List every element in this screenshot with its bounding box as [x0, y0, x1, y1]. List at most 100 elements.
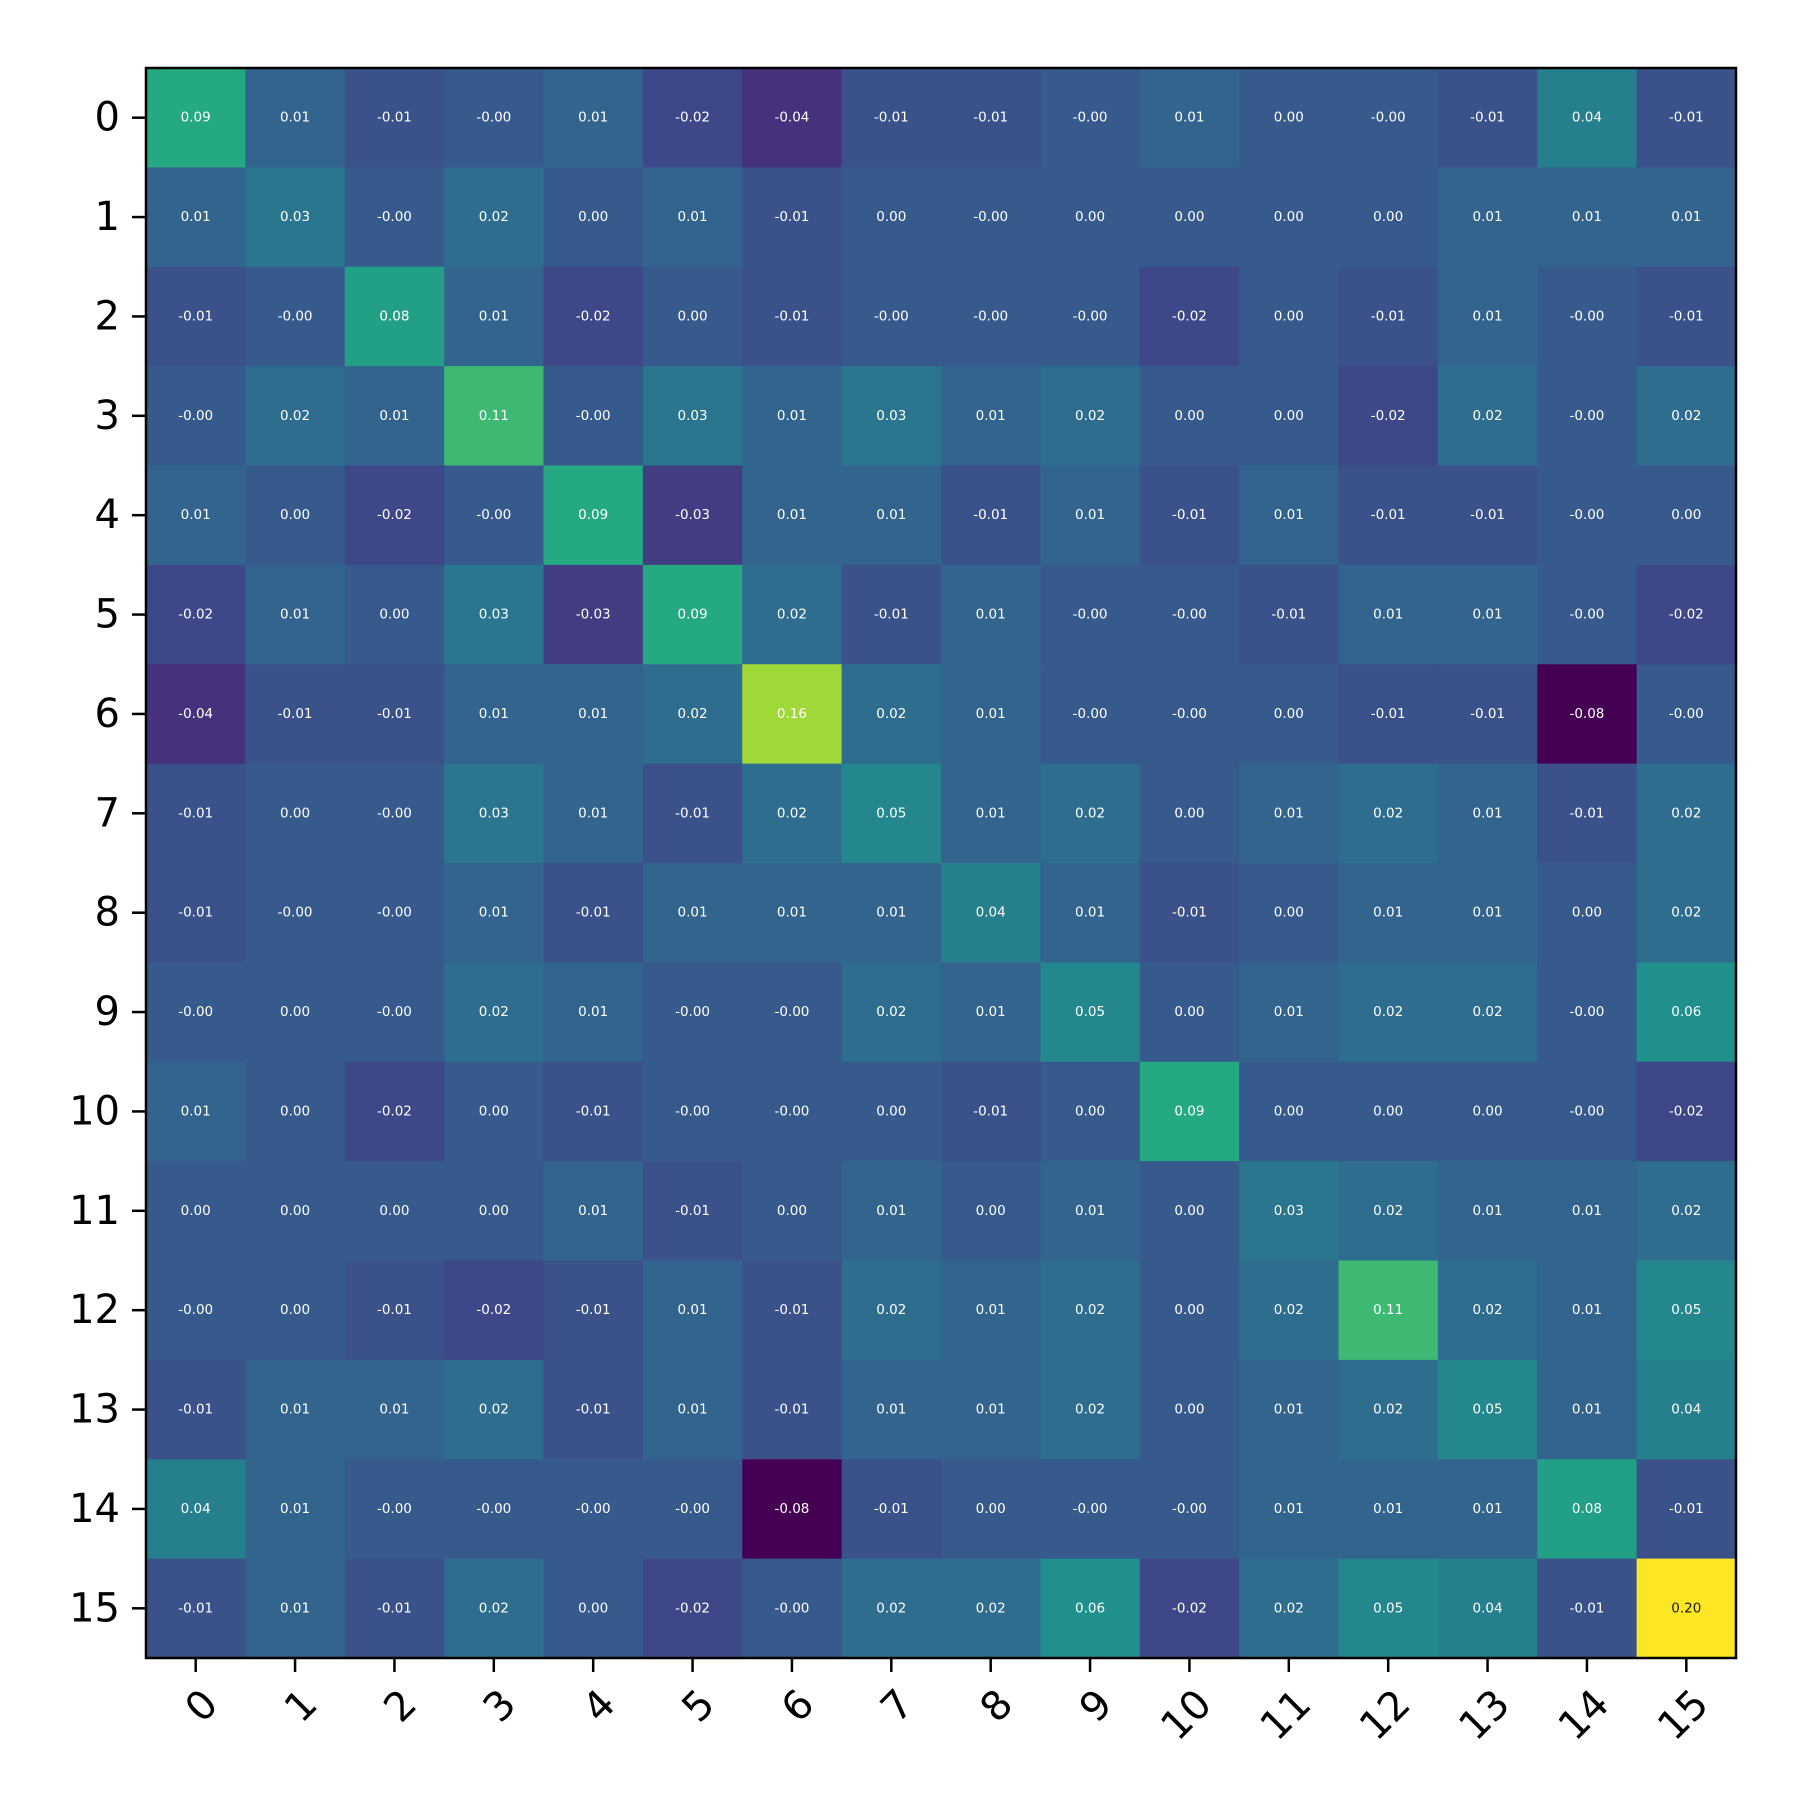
cell-value-label-r6-c0: -0.04	[178, 706, 213, 722]
heatmap-cell-r6-c4	[543, 664, 644, 765]
heatmap-cell-r11-c12	[1338, 1161, 1439, 1262]
heatmap-cell-r5-c0	[146, 564, 246, 665]
cell-value-label-r15-c6: -0.00	[774, 1600, 809, 1616]
cell-value-label-r14-c4: -0.00	[576, 1501, 611, 1517]
cell-value-label-r0-c8: -0.01	[973, 110, 1008, 126]
heatmap-cell-r13-c1	[245, 1359, 346, 1460]
heatmap-cell-r4-c9	[1040, 465, 1141, 566]
cell-value-label-r2-c14: -0.00	[1569, 308, 1604, 324]
heatmap-cell-r12-c3	[444, 1260, 545, 1361]
cell-value-label-r5-c1: 0.01	[280, 607, 310, 623]
heatmap-cell-r9-c13	[1437, 962, 1538, 1063]
cell-value-label-r12-c11: 0.02	[1274, 1302, 1304, 1318]
cell-value-label-r9-c14: -0.00	[1569, 1004, 1604, 1020]
cell-value-label-r0-c4: 0.01	[578, 110, 608, 126]
cell-value-label-r1-c3: 0.02	[479, 209, 509, 225]
cell-value-label-r1-c11: 0.00	[1274, 209, 1304, 225]
heatmap-cell-r8-c9	[1040, 863, 1141, 963]
cell-value-label-r6-c6: 0.16	[777, 706, 807, 722]
cell-value-label-r13-c15: 0.04	[1671, 1402, 1701, 1418]
cell-value-label-r11-c9: 0.01	[1075, 1203, 1105, 1219]
heatmap-cell-r9-c15	[1636, 962, 1737, 1063]
heatmap-cell-r15-c11	[1239, 1558, 1340, 1659]
heatmap-cell-r10-c10	[1139, 1061, 1240, 1162]
heatmap-cell-r14-c8	[941, 1459, 1041, 1560]
cell-value-label-r2-c5: 0.00	[678, 308, 708, 324]
cell-value-label-r4-c13: -0.01	[1470, 507, 1505, 523]
cell-value-label-r14-c2: -0.00	[377, 1501, 412, 1517]
cell-value-label-r2-c6: -0.01	[774, 308, 809, 324]
heatmap-cell-r15-c3	[444, 1558, 545, 1659]
cell-value-label-r0-c13: -0.01	[1470, 110, 1505, 126]
cell-value-label-r11-c14: 0.01	[1572, 1203, 1602, 1219]
cell-value-label-r15-c14: -0.01	[1569, 1600, 1604, 1616]
heatmap-cell-r11-c13	[1437, 1161, 1538, 1262]
heatmap-cell-r4-c3	[444, 465, 545, 566]
cell-value-label-r7-c2: -0.00	[377, 805, 412, 821]
cell-value-label-r10-c7: 0.00	[876, 1103, 906, 1119]
x-tick-label-0: 0	[177, 1681, 228, 1732]
cell-value-label-r9-c6: -0.00	[774, 1004, 809, 1020]
heatmap-cell-r15-c12	[1338, 1558, 1439, 1659]
cell-value-label-r2-c11: 0.00	[1274, 308, 1304, 324]
cell-value-label-r3-c1: 0.02	[280, 408, 310, 424]
cell-value-label-r2-c10: -0.02	[1172, 308, 1207, 324]
heatmap-cell-r15-c5	[642, 1558, 743, 1659]
y-tick-label-3: 3	[95, 393, 120, 439]
heatmap-cell-r11-c1	[245, 1161, 346, 1262]
cell-value-label-r8-c14: 0.00	[1572, 905, 1602, 921]
cell-value-label-r6-c13: -0.01	[1470, 706, 1505, 722]
heatmap-cell-r3-c5	[642, 366, 743, 467]
cell-value-label-r10-c5: -0.00	[675, 1103, 710, 1119]
heatmap-cell-r3-c12	[1338, 366, 1439, 467]
cell-value-label-r13-c3: 0.02	[479, 1402, 509, 1418]
cell-value-label-r0-c0: 0.09	[181, 110, 211, 126]
cell-value-label-r3-c11: 0.00	[1274, 408, 1304, 424]
heatmap-cell-r7-c3	[444, 763, 545, 864]
cell-value-label-r8-c11: 0.00	[1274, 905, 1304, 921]
cell-value-label-r0-c11: 0.00	[1274, 110, 1304, 126]
heatmap-cell-r5-c8	[941, 564, 1041, 665]
cell-value-label-r9-c1: 0.00	[280, 1004, 310, 1020]
heatmap-cell-r14-c5	[642, 1459, 743, 1560]
heatmap-cell-r4-c15	[1636, 465, 1737, 566]
cell-value-label-r10-c9: 0.00	[1075, 1103, 1105, 1119]
cell-value-label-r3-c8: 0.01	[976, 408, 1006, 424]
cell-value-label-r10-c8: -0.01	[973, 1103, 1008, 1119]
x-tick-label-1: 1	[276, 1681, 327, 1732]
cell-value-label-r14-c6: -0.08	[774, 1501, 809, 1517]
cell-value-label-r2-c8: -0.00	[973, 308, 1008, 324]
cell-value-label-r15-c3: 0.02	[479, 1600, 509, 1616]
heatmap-cell-r12-c4	[543, 1260, 644, 1361]
cell-value-label-r7-c3: 0.03	[479, 805, 509, 821]
heatmap-cell-r5-c14	[1537, 564, 1638, 665]
heatmap-cell-r3-c6	[742, 366, 843, 467]
cell-value-label-r5-c12: 0.01	[1373, 607, 1403, 623]
cell-value-label-r4-c7: 0.01	[876, 507, 906, 523]
y-tick-label-8: 8	[95, 890, 120, 936]
cell-value-label-r0-c10: 0.01	[1174, 110, 1204, 126]
cell-value-label-r6-c7: 0.02	[876, 706, 906, 722]
heatmap-cell-r14-c10	[1139, 1459, 1240, 1560]
heatmap-cell-r14-c0	[146, 1459, 246, 1560]
cell-value-label-r14-c1: 0.01	[280, 1501, 310, 1517]
heatmap-cell-r15-c9	[1040, 1558, 1141, 1659]
heatmap-cell-r2-c9	[1040, 266, 1141, 367]
cell-value-label-r13-c9: 0.02	[1075, 1402, 1105, 1418]
cell-value-label-r9-c3: 0.02	[479, 1004, 509, 1020]
heatmap-cell-r10-c13	[1437, 1061, 1538, 1162]
cell-value-label-r3-c13: 0.02	[1473, 408, 1503, 424]
cell-value-label-r13-c5: 0.01	[678, 1402, 708, 1418]
cell-value-label-r9-c9: 0.05	[1075, 1004, 1105, 1020]
cell-value-label-r10-c12: 0.00	[1373, 1103, 1403, 1119]
heatmap-cell-r2-c5	[642, 266, 743, 367]
cell-value-label-r4-c8: -0.01	[973, 507, 1008, 523]
heatmap-cell-r11-c10	[1139, 1161, 1240, 1262]
cell-value-label-r3-c10: 0.00	[1174, 408, 1204, 424]
cell-value-label-r11-c6: 0.00	[777, 1203, 807, 1219]
cell-value-label-r4-c10: -0.01	[1172, 507, 1207, 523]
cell-value-label-r15-c5: -0.02	[675, 1600, 710, 1616]
heatmap-cell-r8-c4	[543, 863, 644, 963]
heatmap-cell-r5-c11	[1239, 564, 1340, 665]
heatmap-cell-r1-c15	[1636, 167, 1737, 268]
